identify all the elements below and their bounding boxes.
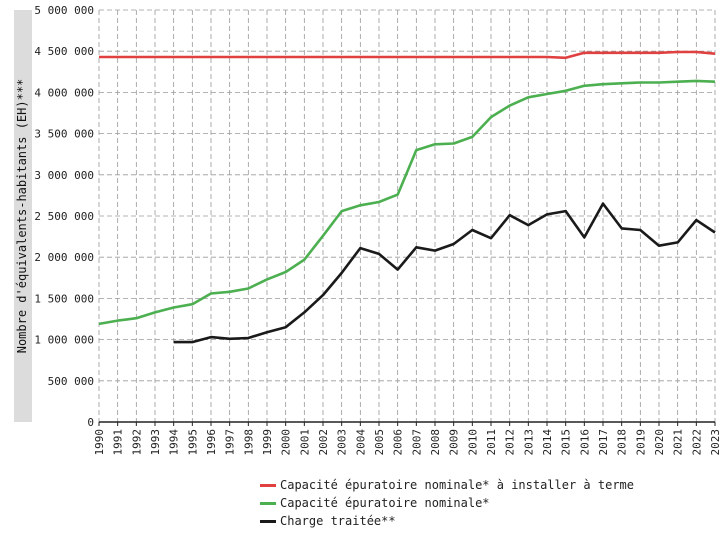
x-tick-label: 2004 xyxy=(354,429,367,456)
x-tick-label: 2011 xyxy=(485,429,498,456)
x-tick-label: 2016 xyxy=(578,429,591,456)
y-axis-label: Nombre d'équivalents-habitants (EH)*** xyxy=(15,79,29,354)
x-tick-label: 1999 xyxy=(261,429,274,456)
legend-swatch-black xyxy=(260,519,276,523)
x-tick-label: 2023 xyxy=(709,429,722,456)
x-tick-label: 2021 xyxy=(672,429,685,456)
x-tick-label: 1996 xyxy=(205,429,218,456)
x-tick-label: 2017 xyxy=(597,429,610,456)
x-tick-label: 1990 xyxy=(93,429,106,456)
x-tick-label: 2003 xyxy=(336,429,349,456)
y-tick-label: 5 000 000 xyxy=(34,4,94,17)
legend-item-capacity-to-install: Capacité épuratoire nominale* à installe… xyxy=(260,476,634,494)
grid-horizontal xyxy=(99,9,715,382)
x-tick-label: 2008 xyxy=(429,429,442,456)
x-tick-label: 2002 xyxy=(317,429,330,456)
x-axis-ticks: 1990 1991 1992 1993 1994 1995 1996 1997 1998 1999… xyxy=(93,422,722,456)
legend-label: Charge traitée** xyxy=(280,514,396,528)
x-tick-label: 2009 xyxy=(448,429,461,456)
x-tick-label: 1998 xyxy=(242,429,255,456)
x-tick-label: 2005 xyxy=(373,429,386,456)
ylabel-band xyxy=(14,10,32,422)
y-tick-label: 3 500 000 xyxy=(34,128,94,141)
x-tick-label: 2015 xyxy=(560,429,573,456)
legend-label: Capacité épuratoire nominale* xyxy=(280,496,490,510)
x-tick-label: 1993 xyxy=(149,429,162,456)
x-tick-label: 2019 xyxy=(634,429,647,456)
x-tick-label: 2000 xyxy=(280,429,293,456)
y-tick-label: 4 500 000 xyxy=(34,45,94,58)
y-tick-label: 2 500 000 xyxy=(34,210,94,223)
legend: Capacité épuratoire nominale* à installe… xyxy=(260,476,634,530)
y-tick-label: 500 000 xyxy=(48,375,94,388)
legend-item-capacity-nominal: Capacité épuratoire nominale* xyxy=(260,494,634,512)
legend-swatch-green xyxy=(260,501,276,505)
x-tick-label: 2001 xyxy=(298,429,311,456)
series-line-0 xyxy=(99,50,716,60)
x-tick-label: 1997 xyxy=(224,429,237,456)
y-tick-label: 1 500 000 xyxy=(34,292,94,305)
x-tick-label: 2010 xyxy=(466,429,479,456)
series-group xyxy=(98,50,716,344)
legend-label: Capacité épuratoire nominale* à installe… xyxy=(280,478,635,492)
x-tick-label: 2018 xyxy=(616,429,629,456)
y-axis-ticks: 0 500 000 1 000 000 1 500 000 2 000 000 2 500… xyxy=(34,4,94,429)
series-line-2 xyxy=(173,202,716,344)
legend-item-charge-treated: Charge traitée** xyxy=(260,512,634,530)
grid-vertical xyxy=(98,10,716,422)
y-tick-label: 3 000 000 xyxy=(34,169,94,182)
x-tick-label: 2013 xyxy=(522,429,535,456)
y-tick-label: 0 xyxy=(87,416,94,429)
x-tick-label: 2007 xyxy=(410,429,423,456)
x-tick-label: 1992 xyxy=(130,429,143,456)
x-tick-label: 1991 xyxy=(112,429,125,456)
y-tick-label: 4 000 000 xyxy=(34,86,94,99)
x-tick-label: 2014 xyxy=(541,429,554,456)
y-tick-label: 1 000 000 xyxy=(34,334,94,347)
y-tick-label: 2 000 000 xyxy=(34,251,94,264)
x-tick-label: 1994 xyxy=(168,429,181,456)
legend-swatch-red xyxy=(260,483,276,487)
x-tick-label: 2006 xyxy=(392,429,405,456)
series-line-1 xyxy=(98,79,716,326)
x-tick-label: 2022 xyxy=(690,429,703,456)
x-tick-label: 2012 xyxy=(504,429,517,456)
chart: Nombre d'équivalents-habitants (EH)*** 0… xyxy=(14,4,722,456)
x-tick-label: 1995 xyxy=(186,429,199,456)
x-tick-label: 2020 xyxy=(653,429,666,456)
